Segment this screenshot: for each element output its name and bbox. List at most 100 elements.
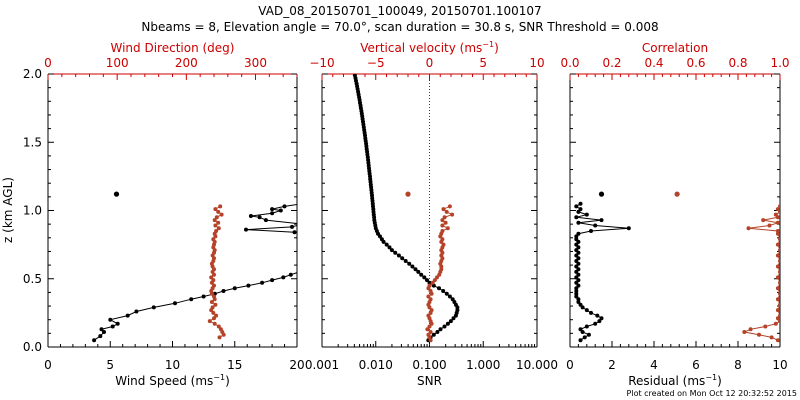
series-2	[742, 204, 780, 343]
data-point	[778, 313, 780, 318]
data-point	[431, 332, 436, 337]
x-tick-label: 10	[165, 358, 180, 372]
panel-right: 0 2 4 6 8 10 0.0 0.2 0.4 0.6 0.8 1.0 Residual (ms−1)…	[560, 41, 789, 388]
data-point	[778, 248, 780, 253]
data-point	[270, 211, 275, 216]
data-point	[216, 226, 221, 231]
data-point	[598, 191, 605, 197]
data-point	[576, 250, 581, 255]
data-point	[775, 242, 780, 247]
x-top-tick-label: 0.4	[644, 56, 663, 70]
data-point	[389, 248, 394, 253]
data-point	[435, 330, 440, 334]
data-point	[263, 218, 268, 223]
xlabel-bottom-end: )	[717, 374, 722, 388]
x-tick-label: 10	[772, 358, 787, 372]
data-point	[775, 297, 780, 302]
data-point	[576, 267, 581, 272]
data-point	[576, 239, 581, 244]
x-tick-label: 5	[106, 358, 114, 372]
data-point	[778, 302, 780, 307]
data-point	[440, 229, 445, 233]
data-point	[246, 283, 251, 288]
data-point	[574, 286, 579, 291]
data-point	[775, 207, 780, 212]
data-point	[278, 208, 283, 213]
data-point	[778, 269, 780, 274]
x-top-tick-label: 0	[426, 56, 434, 70]
data-point	[437, 286, 441, 291]
data-point	[578, 201, 583, 206]
data-point	[775, 229, 780, 233]
data-point	[442, 215, 447, 220]
series-1	[244, 203, 297, 235]
series-2	[405, 191, 411, 197]
data-point	[742, 330, 747, 334]
data-point	[440, 218, 445, 223]
data-point	[416, 269, 421, 274]
xlabel-bottom-end: )	[225, 374, 230, 388]
x-top-tick-label: 200	[175, 56, 198, 70]
data-point	[221, 289, 226, 293]
series-1	[425, 204, 455, 343]
data-point	[576, 256, 581, 261]
data-point	[270, 278, 275, 283]
data-point	[443, 220, 448, 225]
data-point	[257, 215, 262, 220]
data-point	[102, 330, 106, 334]
data-point	[775, 275, 780, 280]
x-top-tick-label: 100	[106, 56, 129, 70]
y-tick-label: 0.0	[23, 340, 42, 354]
data-point	[125, 313, 130, 318]
data-point	[574, 237, 579, 242]
xlabel-top-text: Wind Direction (deg)	[111, 41, 235, 55]
data-point	[216, 209, 221, 214]
data-point	[216, 220, 221, 225]
data-point	[212, 294, 216, 299]
series-3	[207, 204, 226, 340]
data-point	[441, 242, 446, 247]
data-point	[599, 218, 604, 223]
data-point	[214, 313, 219, 318]
data-point	[586, 332, 591, 337]
data-point	[773, 321, 778, 326]
y-tick-label: 1.0	[23, 204, 42, 218]
xlabel-bottom: Residual (ms−1)	[628, 373, 722, 388]
data-point	[450, 212, 455, 217]
data-point	[778, 204, 780, 209]
data-point	[99, 327, 104, 332]
data-point	[778, 280, 780, 285]
data-point	[232, 286, 237, 291]
xlabel-bottom: SNR	[417, 374, 442, 388]
data-point	[384, 242, 389, 247]
data-point	[763, 324, 768, 329]
data-point	[189, 297, 194, 302]
data-point	[597, 319, 602, 324]
xlabel-top-text: Vertical velocity (ms	[360, 41, 482, 55]
data-point	[400, 256, 405, 261]
data-point	[444, 209, 449, 214]
data-point	[574, 242, 579, 247]
data-point	[578, 207, 583, 212]
data-point	[584, 324, 589, 329]
series-0	[352, 74, 460, 343]
x-top-tick-label: 0.6	[686, 56, 705, 70]
data-point	[298, 270, 302, 274]
data-point	[574, 280, 579, 285]
data-point	[778, 237, 780, 242]
data-point	[775, 253, 780, 258]
data-point	[593, 223, 598, 228]
data-point	[403, 259, 408, 263]
data-point	[218, 204, 223, 209]
data-point	[212, 283, 216, 288]
xlabel-bottom-sup: −1	[705, 373, 717, 382]
data-point	[451, 316, 456, 321]
data-point	[217, 335, 222, 340]
data-point	[574, 248, 579, 253]
xlabel-top: Wind Direction (deg)	[111, 41, 235, 55]
data-point	[576, 261, 581, 266]
data-point	[207, 319, 212, 324]
data-point	[576, 300, 581, 304]
data-point	[574, 259, 579, 263]
